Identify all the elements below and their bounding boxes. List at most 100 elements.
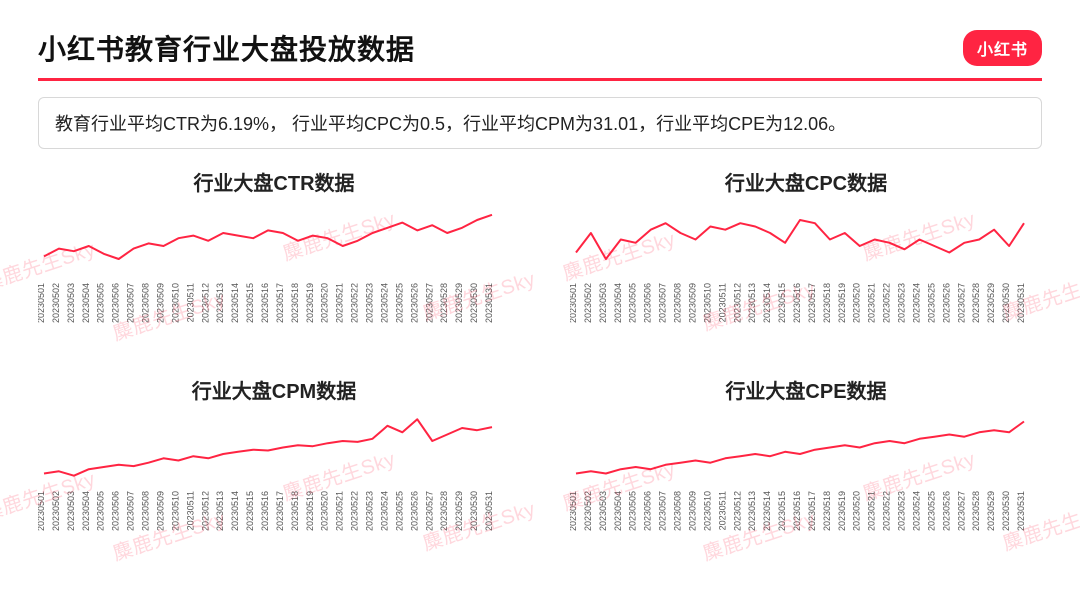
x-tick-label: 20230510 [170,283,180,323]
x-tick-label: 20230513 [215,283,225,323]
x-tick-label: 20230511 [185,283,195,322]
chart-cpm: 行业大盘CPM数据 202305012023050220230503202305… [38,375,510,557]
x-tick-label: 20230529 [986,491,996,531]
x-tick-label: 20230506 [111,491,121,531]
x-tick-label: 20230509 [687,283,697,323]
x-tick-label: 20230503 [66,491,76,531]
x-tick-label: 20230503 [598,283,608,323]
x-tick-label: 20230522 [882,283,892,323]
x-tick-label: 20230507 [658,283,668,323]
x-tick-label: 20230528 [439,283,449,323]
x-tick-label: 20230516 [260,283,270,323]
x-tick-label: 20230519 [837,491,847,531]
x-tick-label: 20230526 [941,283,951,323]
x-tick-label: 20230515 [245,283,255,323]
series-line [44,215,492,259]
x-tick-label: 20230506 [111,283,121,323]
x-tick-label: 20230528 [971,283,981,323]
summary-text: 教育行业平均CTR为6.19%， 行业平均CPC为0.5，行业平均CPM为31.… [55,114,846,134]
series-line [44,419,492,475]
x-tick-label: 20230510 [170,491,180,531]
x-tick-label: 20230523 [897,491,907,531]
x-tick-label: 20230513 [215,491,225,531]
x-tick-label: 20230512 [200,283,210,323]
x-tick-label: 20230524 [379,491,389,531]
x-tick-label: 20230509 [687,491,697,531]
x-tick-label: 20230508 [673,491,683,531]
x-tick-label: 20230523 [365,491,375,531]
x-tick-label: 20230512 [732,491,742,531]
x-tick-label: 20230518 [290,491,300,531]
series-line [576,220,1024,259]
x-tick-label: 20230506 [643,283,653,323]
x-tick-label: 20230505 [628,283,638,323]
x-tick-label: 20230513 [747,491,757,531]
x-tick-label: 20230511 [717,491,727,530]
chart-title-ctr: 行业大盘CTR数据 [38,167,510,196]
x-tick-label: 20230530 [469,283,479,323]
x-tick-label: 20230530 [1001,491,1011,531]
x-tick-label: 20230517 [807,491,817,531]
chart-svg-cpe: 2023050120230502202305032023050420230505… [570,410,1030,557]
xiaohongshu-logo: 小红书 [963,30,1042,66]
x-tick-label: 20230527 [956,283,966,323]
x-tick-label: 20230503 [598,491,608,531]
x-tick-label: 20230517 [275,283,285,323]
x-tick-label: 20230514 [762,283,772,323]
x-tick-label: 20230507 [126,283,136,323]
x-tick-label: 20230525 [926,491,936,531]
x-tick-label: 20230524 [911,491,921,531]
x-tick-label: 20230522 [350,283,360,323]
x-tick-label: 20230505 [96,283,106,323]
x-tick-label: 20230517 [275,491,285,531]
x-tick-label: 20230509 [155,491,165,531]
x-tick-label: 20230507 [126,491,136,531]
chart-title-cpe: 行业大盘CPE数据 [570,375,1042,404]
x-tick-label: 20230509 [155,283,165,323]
x-tick-label: 20230516 [792,283,802,323]
x-tick-label: 20230525 [926,283,936,323]
title-underline [38,78,1042,81]
x-tick-label: 20230531 [1016,491,1026,531]
x-tick-label: 20230517 [807,283,817,323]
x-tick-label: 20230511 [717,283,727,322]
x-tick-label: 20230505 [628,491,638,531]
x-tick-label: 20230519 [305,283,315,323]
x-tick-label: 20230501 [570,283,578,323]
x-tick-label: 20230528 [971,491,981,531]
x-tick-label: 20230510 [702,283,712,323]
x-tick-label: 20230516 [260,491,270,531]
chart-title-cpc: 行业大盘CPC数据 [570,167,1042,196]
x-tick-label: 20230530 [1001,283,1011,323]
x-tick-label: 20230526 [409,283,419,323]
x-tick-label: 20230529 [454,491,464,531]
x-tick-label: 20230520 [852,491,862,531]
x-tick-label: 20230514 [230,283,240,323]
page-title: 小红书教育行业大盘投放数据 [38,28,415,68]
x-tick-label: 20230531 [484,491,494,531]
x-tick-label: 20230529 [454,283,464,323]
x-tick-label: 20230531 [484,283,494,323]
x-tick-label: 20230518 [290,283,300,323]
x-tick-label: 20230520 [852,283,862,323]
x-tick-label: 20230527 [424,283,434,323]
x-tick-label: 20230504 [81,491,91,531]
chart-ctr: 行业大盘CTR数据 202305012023050220230503202305… [38,167,510,349]
x-tick-label: 20230520 [320,283,330,323]
x-tick-label: 20230506 [643,491,653,531]
x-tick-label: 20230525 [394,491,404,531]
x-tick-label: 20230504 [613,491,623,531]
x-tick-label: 20230519 [837,283,847,323]
x-tick-label: 20230531 [1016,283,1026,323]
x-tick-label: 20230520 [320,491,330,531]
x-tick-label: 20230510 [702,491,712,531]
x-tick-label: 20230507 [658,491,668,531]
x-tick-label: 20230527 [424,491,434,531]
slide-page: 小红书教育行业大盘投放数据 小红书 教育行业平均CTR为6.19%， 行业平均C… [0,0,1080,598]
x-tick-label: 20230502 [51,283,61,323]
x-tick-label: 20230501 [38,491,46,531]
x-tick-label: 20230502 [51,491,61,531]
x-tick-label: 20230527 [956,491,966,531]
chart-cpe: 行业大盘CPE数据 202305012023050220230503202305… [570,375,1042,557]
x-tick-label: 20230501 [570,491,578,531]
